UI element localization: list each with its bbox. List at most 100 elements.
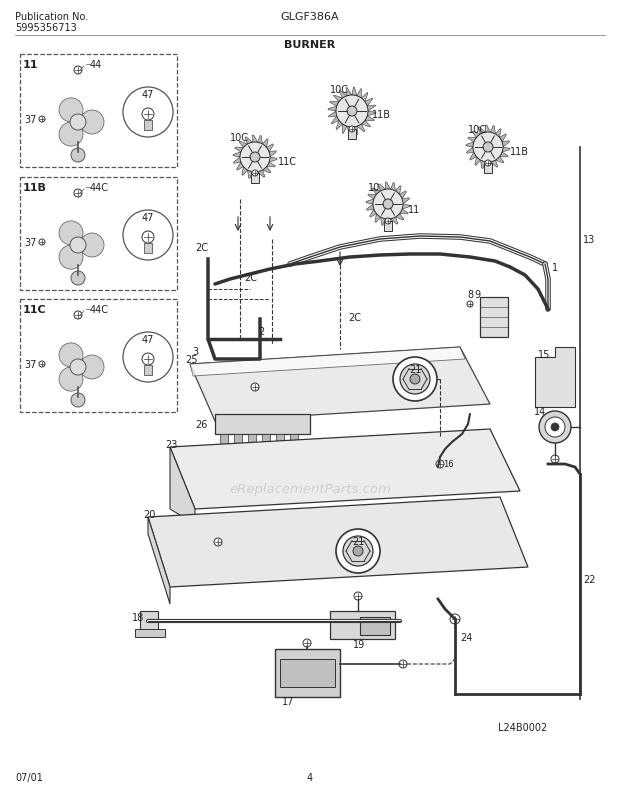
Polygon shape <box>500 153 508 158</box>
Circle shape <box>373 190 403 220</box>
Polygon shape <box>381 217 386 226</box>
Polygon shape <box>148 497 528 587</box>
Circle shape <box>59 123 83 147</box>
Text: 10C: 10C <box>468 125 487 135</box>
Circle shape <box>450 614 460 624</box>
Polygon shape <box>368 195 376 200</box>
Polygon shape <box>402 198 409 205</box>
Text: 11: 11 <box>23 60 38 70</box>
Polygon shape <box>357 125 365 132</box>
Polygon shape <box>367 111 376 117</box>
Text: 2C: 2C <box>348 313 361 322</box>
Circle shape <box>142 232 154 244</box>
Polygon shape <box>485 126 490 133</box>
Text: 4: 4 <box>307 772 313 782</box>
Polygon shape <box>276 435 284 444</box>
Text: 19: 19 <box>353 639 365 649</box>
Bar <box>144 244 152 253</box>
Text: 11C: 11C <box>23 305 46 314</box>
Polygon shape <box>347 127 352 136</box>
Circle shape <box>59 343 83 367</box>
Circle shape <box>123 333 173 383</box>
Circle shape <box>473 133 503 163</box>
Text: 15: 15 <box>538 350 551 359</box>
Text: 37: 37 <box>24 115 37 125</box>
Bar <box>20 300 177 412</box>
Text: 22: 22 <box>583 574 595 585</box>
Circle shape <box>80 111 104 135</box>
Polygon shape <box>170 429 520 509</box>
Text: 10: 10 <box>368 183 380 192</box>
Circle shape <box>39 362 45 367</box>
Polygon shape <box>235 148 244 152</box>
Circle shape <box>303 639 311 647</box>
Polygon shape <box>290 435 298 444</box>
Polygon shape <box>334 96 343 103</box>
Circle shape <box>252 171 258 176</box>
Text: 24: 24 <box>460 632 472 642</box>
Bar <box>20 55 177 168</box>
Text: 25: 25 <box>185 354 198 365</box>
Circle shape <box>410 375 420 384</box>
Circle shape <box>393 358 437 402</box>
Circle shape <box>59 221 83 245</box>
Polygon shape <box>372 188 381 195</box>
Polygon shape <box>242 168 247 176</box>
Polygon shape <box>485 163 490 170</box>
Circle shape <box>142 109 154 121</box>
Text: 23: 23 <box>165 439 177 449</box>
Polygon shape <box>502 148 510 153</box>
Text: 44: 44 <box>90 60 102 70</box>
Polygon shape <box>215 415 310 435</box>
Polygon shape <box>269 158 277 163</box>
Polygon shape <box>468 138 477 143</box>
Text: 11C: 11C <box>278 157 297 167</box>
Polygon shape <box>386 183 391 190</box>
Circle shape <box>80 233 104 257</box>
Polygon shape <box>245 138 252 145</box>
Polygon shape <box>352 127 358 136</box>
Text: 3: 3 <box>192 346 198 357</box>
Polygon shape <box>500 135 507 143</box>
Polygon shape <box>262 140 268 148</box>
Circle shape <box>483 143 493 153</box>
Circle shape <box>349 127 355 133</box>
Text: 1: 1 <box>552 263 558 273</box>
Text: 47: 47 <box>142 334 154 345</box>
Circle shape <box>214 538 222 546</box>
Text: 2C: 2C <box>195 243 208 253</box>
Bar <box>480 298 508 338</box>
Circle shape <box>39 240 45 245</box>
Circle shape <box>383 200 393 210</box>
Polygon shape <box>140 611 158 631</box>
Bar <box>20 178 177 290</box>
Polygon shape <box>399 210 408 215</box>
Polygon shape <box>478 128 485 135</box>
Text: 10C: 10C <box>330 85 349 95</box>
Text: 11B: 11B <box>372 110 391 119</box>
Polygon shape <box>342 125 347 134</box>
Text: 16: 16 <box>443 460 454 469</box>
Circle shape <box>71 272 85 286</box>
Text: 18: 18 <box>132 612 144 622</box>
Text: 26: 26 <box>195 419 207 429</box>
Polygon shape <box>234 435 242 444</box>
Polygon shape <box>252 172 257 180</box>
Polygon shape <box>361 121 371 128</box>
Text: 20: 20 <box>143 509 156 520</box>
Bar <box>360 618 390 635</box>
Polygon shape <box>366 205 374 211</box>
Circle shape <box>436 460 444 468</box>
Circle shape <box>551 456 559 464</box>
Bar <box>330 611 395 639</box>
Polygon shape <box>247 171 252 179</box>
Circle shape <box>123 88 173 138</box>
Polygon shape <box>252 136 257 143</box>
Text: 21: 21 <box>352 537 364 546</box>
Polygon shape <box>262 435 270 444</box>
Circle shape <box>59 99 83 123</box>
Polygon shape <box>399 192 406 200</box>
Polygon shape <box>190 347 490 422</box>
Polygon shape <box>262 168 271 174</box>
Polygon shape <box>267 144 273 152</box>
